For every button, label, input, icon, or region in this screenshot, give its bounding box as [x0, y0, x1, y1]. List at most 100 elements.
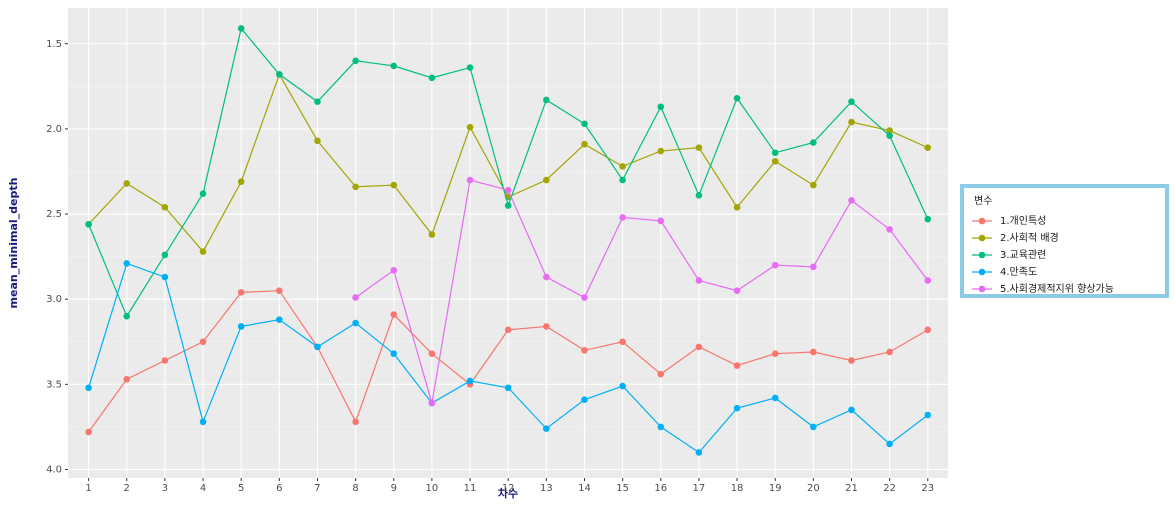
x-tick-label: 21	[845, 483, 858, 494]
data-point	[466, 64, 474, 71]
x-tick-label: 15	[616, 483, 629, 494]
data-point	[886, 348, 893, 356]
legend-key-point	[978, 268, 986, 276]
data-point	[924, 144, 932, 151]
x-tick-label: 3	[162, 483, 168, 494]
data-point	[352, 183, 359, 191]
data-point	[619, 176, 626, 184]
x-tick-label: 22	[883, 483, 896, 494]
data-point	[657, 217, 665, 225]
data-point	[848, 118, 855, 126]
data-point	[733, 94, 741, 102]
data-point	[771, 261, 779, 269]
data-point	[161, 357, 169, 364]
data-point	[771, 350, 779, 357]
y-tick-label: 2.0	[46, 124, 62, 135]
data-point	[466, 123, 474, 131]
data-point	[543, 176, 550, 184]
data-point	[848, 197, 855, 204]
data-point	[85, 220, 92, 228]
x-tick-label: 19	[769, 483, 782, 494]
data-point	[733, 362, 741, 369]
data-point	[848, 357, 855, 364]
data-point	[924, 277, 932, 284]
legend-label: 1.개인특성	[1000, 215, 1046, 227]
x-tick-label: 12	[502, 483, 515, 494]
data-point	[390, 311, 398, 318]
data-point	[581, 346, 588, 354]
data-point	[352, 319, 359, 327]
data-point	[199, 190, 207, 197]
data-point	[123, 180, 131, 187]
data-point	[581, 396, 588, 403]
legend-key-point	[978, 285, 986, 293]
y-tick-label: 2.5	[46, 209, 62, 220]
data-point	[619, 338, 626, 346]
y-axis-title: mean_minimal_depth	[7, 178, 20, 309]
data-point	[428, 74, 436, 82]
data-point	[771, 394, 779, 402]
x-tick-label: 5	[238, 483, 244, 494]
x-tick-label: 2	[124, 483, 130, 494]
y-tick-label: 1.5	[46, 39, 62, 50]
data-point	[352, 418, 359, 426]
x-tick-label: 6	[276, 483, 282, 494]
data-point	[237, 289, 245, 296]
data-point	[390, 350, 398, 357]
x-tick-label: 13	[540, 483, 553, 494]
data-point	[695, 449, 703, 456]
data-point	[199, 418, 207, 426]
data-point	[810, 423, 817, 431]
data-point	[276, 316, 283, 323]
data-point	[161, 251, 169, 259]
data-point	[199, 338, 207, 346]
legend-key-point	[978, 217, 986, 225]
data-point	[390, 181, 398, 189]
data-point	[504, 186, 512, 194]
data-point	[848, 406, 855, 414]
series-line	[355, 179, 929, 404]
data-point	[161, 273, 169, 281]
data-point	[695, 192, 703, 199]
data-point	[771, 157, 779, 165]
legend-label: 3.교육관련	[1000, 249, 1046, 261]
data-point	[237, 178, 245, 185]
data-point	[276, 71, 283, 78]
data-point	[543, 425, 550, 432]
x-tick-label: 9	[391, 483, 397, 494]
data-point	[466, 377, 474, 385]
data-point	[161, 203, 169, 211]
data-point	[924, 411, 932, 419]
data-point	[314, 137, 321, 145]
data-point	[85, 428, 92, 436]
x-tick-label: 1	[85, 483, 91, 494]
y-tick-label: 3.0	[46, 294, 62, 305]
x-tick-label: 16	[654, 483, 667, 494]
x-tick-label: 7	[314, 483, 320, 494]
data-point	[619, 382, 626, 390]
data-point	[428, 231, 436, 238]
data-point	[466, 176, 474, 184]
data-point	[886, 127, 893, 134]
legend-label: 2.사회적 배경	[1000, 231, 1059, 244]
data-point	[810, 348, 817, 356]
data-point	[390, 266, 398, 274]
data-point	[352, 57, 359, 65]
data-point	[428, 399, 436, 407]
data-point	[581, 120, 588, 128]
data-point	[314, 343, 321, 351]
x-tick-label: 17	[693, 483, 706, 494]
x-tick-label: 14	[578, 483, 591, 494]
data-point	[657, 370, 665, 378]
legend-key-point	[978, 251, 986, 259]
legend-label: 4.만족도	[1000, 266, 1037, 278]
data-point	[771, 149, 779, 157]
data-point	[237, 323, 245, 330]
data-point	[428, 350, 436, 357]
x-tick-label: 18	[731, 483, 744, 494]
y-tick-label: 3.5	[46, 379, 62, 390]
data-point	[810, 139, 817, 146]
data-point	[619, 163, 626, 170]
